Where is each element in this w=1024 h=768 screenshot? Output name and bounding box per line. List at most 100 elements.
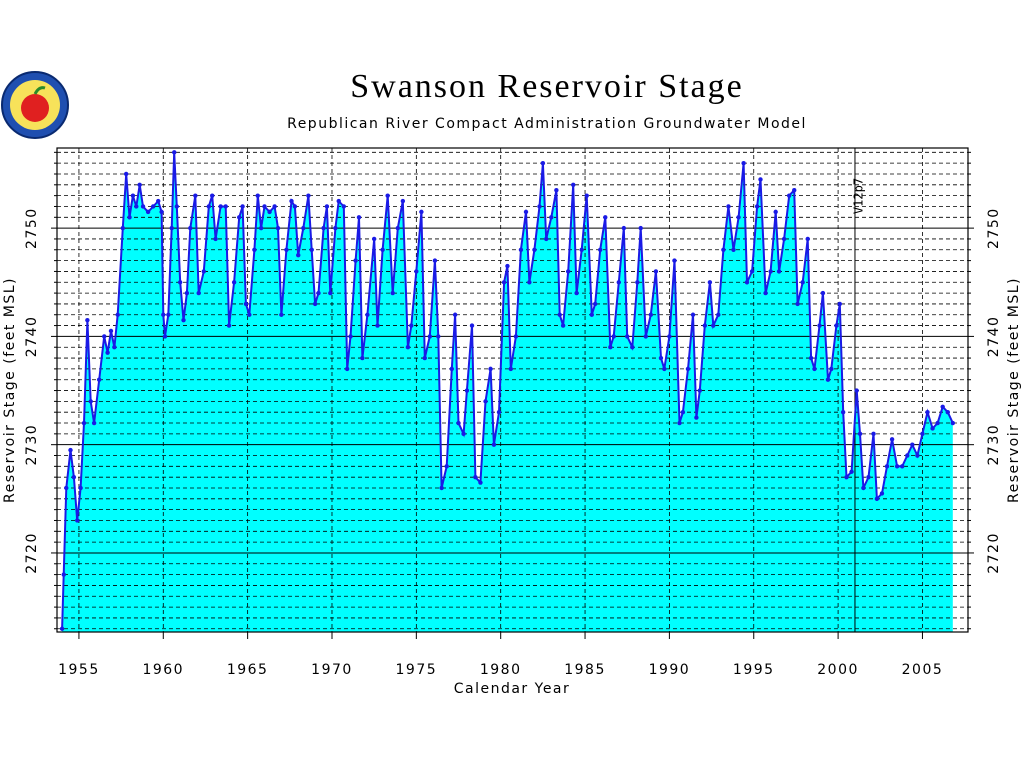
data-point <box>247 312 252 317</box>
data-point <box>71 474 77 480</box>
data-point <box>861 485 866 491</box>
data-point <box>915 453 920 458</box>
data-point <box>589 312 594 317</box>
data-point <box>81 420 87 426</box>
data-point <box>275 225 281 231</box>
data-point <box>409 323 414 328</box>
data-point <box>193 193 198 198</box>
data-point <box>537 204 542 209</box>
x-tick-label: 1980 <box>480 662 522 678</box>
data-point <box>643 334 648 339</box>
data-point <box>598 247 603 252</box>
data-point <box>820 290 826 296</box>
data-point <box>123 171 129 177</box>
data-point <box>694 415 699 420</box>
data-point <box>130 193 136 198</box>
data-point <box>258 225 264 231</box>
data-point <box>439 485 444 491</box>
data-point <box>505 263 510 269</box>
data-point <box>871 431 876 437</box>
data-point <box>648 312 654 317</box>
data-point <box>817 323 822 328</box>
data-point <box>159 209 164 215</box>
data-point <box>527 280 532 285</box>
data-point <box>344 366 350 372</box>
data-point <box>829 366 834 372</box>
plot-frame <box>56 147 969 633</box>
data-point <box>91 420 97 426</box>
logo <box>1 71 69 139</box>
data-point <box>395 225 400 231</box>
data-point <box>584 193 589 198</box>
data-point <box>763 290 768 296</box>
data-point <box>488 366 493 372</box>
data-point <box>309 247 314 252</box>
x-tick-label: 1960 <box>142 662 184 678</box>
data-point <box>513 334 519 339</box>
x-tick-label: 1990 <box>649 662 691 678</box>
data-point <box>145 209 151 215</box>
data-point <box>134 204 139 209</box>
data-point <box>690 312 696 317</box>
data-point <box>461 431 466 437</box>
y-tick-label: 2720 <box>24 532 40 574</box>
x-tick-label: 1955 <box>58 662 100 678</box>
data-point <box>177 280 183 285</box>
y2-tick-label: 2720 <box>986 532 1002 574</box>
data-point <box>744 280 750 285</box>
data-point <box>436 334 441 339</box>
data-point <box>677 420 682 426</box>
data-point <box>920 431 925 437</box>
data-point <box>716 312 721 317</box>
data-point <box>910 442 915 447</box>
data-point <box>262 204 267 209</box>
data-point <box>196 290 201 296</box>
data-point <box>849 469 854 474</box>
data-point <box>707 280 713 285</box>
data-point <box>603 215 608 220</box>
data-point <box>834 323 839 328</box>
y-axis-label: Reservoir Stage (feet MSL) <box>2 277 18 503</box>
data-point <box>348 334 353 339</box>
data-point <box>296 252 301 258</box>
data-point <box>889 437 895 442</box>
y2-tick-label: 2730 <box>986 424 1002 466</box>
data-point <box>85 317 90 323</box>
y-tick-label: 2750 <box>24 207 40 249</box>
data-point <box>365 312 370 317</box>
data-point <box>731 247 736 252</box>
data-point <box>137 182 142 188</box>
data-point <box>667 334 672 339</box>
data-point <box>210 193 215 198</box>
data-point <box>272 204 277 209</box>
data-point <box>96 377 102 382</box>
data-point <box>758 177 763 182</box>
data-point <box>267 209 272 215</box>
data-point <box>120 225 125 231</box>
data-point <box>341 204 346 209</box>
data-point <box>554 188 559 193</box>
data-point <box>773 209 778 215</box>
data-point <box>78 485 83 491</box>
x-tick-label: 1995 <box>733 662 775 678</box>
data-point <box>449 366 454 372</box>
data-point <box>776 269 782 274</box>
data-point <box>496 409 502 415</box>
data-point <box>333 225 338 231</box>
chart-title: Swanson Reservoir Stage <box>350 68 744 105</box>
data-point <box>312 301 318 307</box>
data-point <box>105 350 110 355</box>
data-point <box>786 193 792 198</box>
data-point <box>432 258 438 263</box>
data-point <box>945 409 950 415</box>
data-point <box>419 209 424 215</box>
data-point <box>884 464 890 469</box>
data-point <box>162 334 168 339</box>
data-point <box>115 312 120 317</box>
data-point <box>930 426 935 431</box>
x-tick-label: 1970 <box>311 662 353 678</box>
data-point <box>630 345 635 350</box>
data-point <box>726 204 731 209</box>
data-point <box>108 328 114 334</box>
